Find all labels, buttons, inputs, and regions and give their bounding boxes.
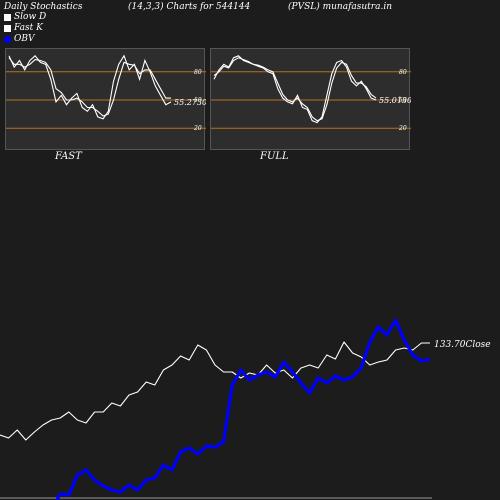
level-tick-label: 20 xyxy=(193,125,202,132)
legend-swatch-slow-d xyxy=(4,13,11,21)
legend-label-obv: OBV xyxy=(14,34,35,44)
full-stochastic-plot: 80 50 20 55.0130 xyxy=(211,55,412,132)
legend-label-slow-d: Slow D xyxy=(14,12,47,22)
series-line-fast-k xyxy=(213,55,377,124)
chart-title: Daily Stochastics xyxy=(4,2,83,12)
close-value-label: 133.70Close xyxy=(434,340,491,350)
level-tick-label: 50 xyxy=(194,97,202,104)
fast-stochastic-panel: 80 50 20 55.2730 xyxy=(5,48,207,150)
legend-label-fast-k: Fast K xyxy=(14,23,43,33)
current-value-label: 55.2730 xyxy=(174,98,206,107)
legend-swatch-obv xyxy=(4,35,11,43)
series-line-close xyxy=(0,341,430,441)
fast-stochastic-plot: 80 50 20 55.2730 xyxy=(6,54,207,132)
legend-item-slow-d: Slow D xyxy=(4,12,46,22)
full-stochastic-panel: 80 50 20 55.0130 xyxy=(210,48,412,150)
level-tick-label: 80 xyxy=(194,69,202,76)
level-tick-label: 80 xyxy=(399,69,407,76)
price-obv-chart: 133.70Close xyxy=(0,318,491,500)
level-tick-label: 50 xyxy=(399,97,407,104)
series-line-slow-d xyxy=(213,57,377,122)
full-panel-label: FULL xyxy=(260,151,289,162)
series-line-fast-k xyxy=(8,54,172,120)
chart-params: (14,3,3) Charts for 544144 xyxy=(128,2,251,12)
series-line-obv xyxy=(55,318,431,500)
level-tick-label: 20 xyxy=(398,125,407,132)
legend-item-obv: OBV xyxy=(4,34,35,44)
series-line-slow-d xyxy=(8,57,171,117)
chart-symbol: (PVSL) munafasutra.in xyxy=(288,2,393,12)
current-value-label: 55.0130 xyxy=(379,96,411,105)
fast-panel-label: FAST xyxy=(55,151,82,162)
legend-swatch-fast-k xyxy=(4,24,11,32)
legend-item-fast-k: Fast K xyxy=(4,23,43,33)
